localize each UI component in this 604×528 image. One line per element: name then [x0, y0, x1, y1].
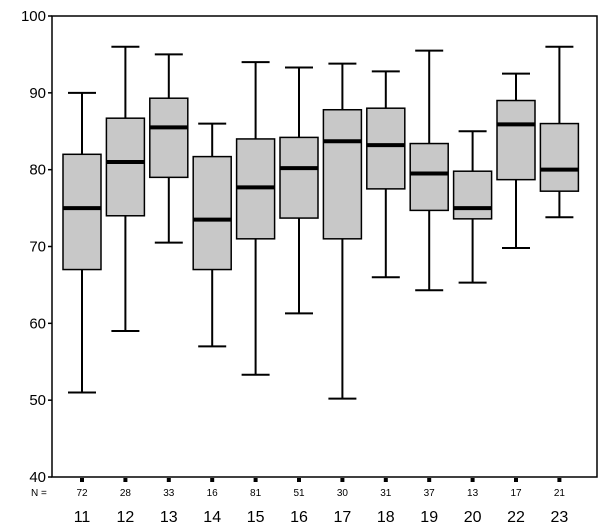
x-tick-mark: [557, 478, 562, 482]
interquartile-box: [366, 107, 406, 190]
box-22: [496, 72, 536, 250]
y-tick-label: 80: [29, 162, 46, 179]
box-13: [149, 53, 189, 244]
x-category-label: 11: [74, 509, 91, 526]
interquartile-box: [192, 155, 232, 271]
y-axis: 40 50 60 70 80 90 100: [21, 8, 52, 486]
x-category-label: 12: [117, 509, 135, 526]
x-category-label: 22: [507, 509, 525, 526]
box-15: [235, 61, 276, 376]
x-category-label: 19: [420, 509, 438, 526]
interquartile-box: [105, 117, 146, 217]
box-18: [366, 70, 406, 279]
x-category-label: 17: [334, 509, 352, 526]
box-series: [62, 45, 580, 400]
interquartile-box: [62, 153, 102, 271]
n-count-label: 21: [554, 488, 566, 499]
n-count-label: 16: [207, 488, 219, 499]
n-count-label: 17: [510, 488, 522, 499]
n-count-label: 28: [120, 488, 132, 499]
box-11: [62, 91, 102, 394]
interquartile-box: [322, 108, 363, 240]
box-23: [539, 45, 580, 219]
x-tick-mark: [253, 478, 258, 482]
box-16: [279, 66, 319, 315]
box-17: [322, 62, 363, 400]
x-category-label: 14: [203, 509, 221, 526]
x-tick-mark: [123, 478, 128, 482]
x-category-label: 13: [160, 509, 178, 526]
x-tick-mark: [514, 478, 518, 482]
box-14: [192, 122, 232, 348]
interquartile-box: [149, 97, 189, 179]
n-count-label: 72: [76, 488, 88, 499]
box-19: [409, 49, 449, 292]
n-count-label: 81: [250, 488, 262, 499]
x-tick-mark: [80, 478, 84, 482]
n-count-label: 31: [380, 488, 392, 499]
interquartile-box: [279, 136, 319, 219]
interquartile-box: [452, 170, 493, 220]
x-tick-mark: [383, 478, 388, 482]
x-tick-mark: [470, 478, 475, 482]
y-tick-label: 40: [29, 469, 46, 486]
y-tick-label: 70: [29, 239, 46, 256]
y-tick-label: 90: [29, 85, 46, 102]
n-count-label: 51: [293, 488, 305, 499]
y-tick-label: 100: [21, 8, 46, 25]
interquartile-box: [409, 142, 449, 212]
box-12: [105, 45, 146, 333]
y-tick-label: 60: [29, 315, 46, 332]
n-count-label: 33: [163, 488, 175, 499]
x-category-label: 16: [290, 509, 308, 526]
n-count-label: 30: [337, 488, 349, 499]
plot-frame: [51, 15, 598, 478]
x-tick-mark: [166, 478, 171, 482]
n-count-label: 37: [424, 488, 436, 499]
y-tick-label: 50: [29, 392, 46, 409]
x-tick-mark: [340, 478, 345, 482]
x-category-label: 18: [377, 509, 395, 526]
x-tick-mark: [210, 478, 215, 482]
x-tick-mark: [297, 478, 301, 482]
n-prefix-label: N =: [31, 488, 47, 499]
x-category-label: 20: [464, 509, 482, 526]
interquartile-box: [496, 99, 536, 181]
box-20: [452, 130, 493, 284]
x-axis: N = 72 11 28 12 33 13 16 14 81 15 51 16 30 17 31 18 37 19…: [31, 478, 568, 526]
interquartile-box: [539, 122, 580, 192]
n-count-label: 13: [467, 488, 479, 499]
x-tick-mark: [427, 478, 432, 482]
x-category-label: 15: [247, 509, 265, 526]
x-category-label: 23: [551, 509, 569, 526]
